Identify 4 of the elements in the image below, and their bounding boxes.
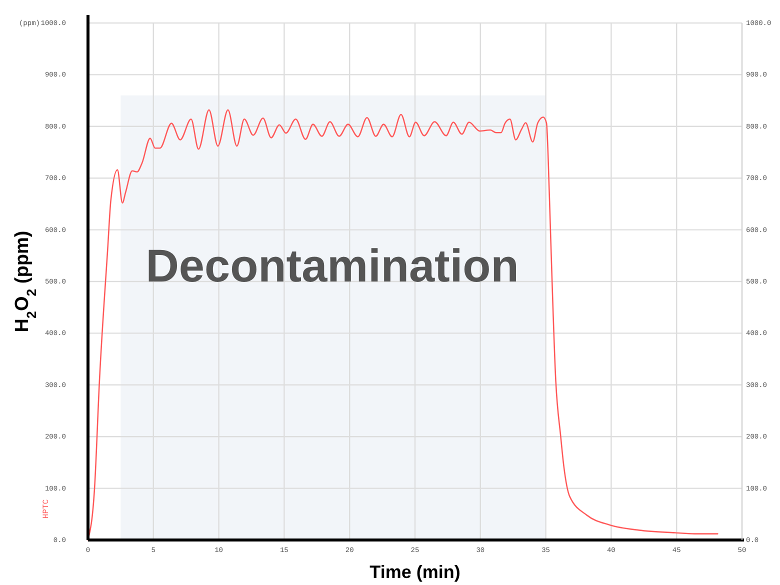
- band-label: Decontamination: [146, 240, 519, 292]
- line-series: [87, 109, 718, 541]
- x-axis-title: Time (min): [370, 562, 460, 582]
- text: HPTC: [42, 499, 51, 519]
